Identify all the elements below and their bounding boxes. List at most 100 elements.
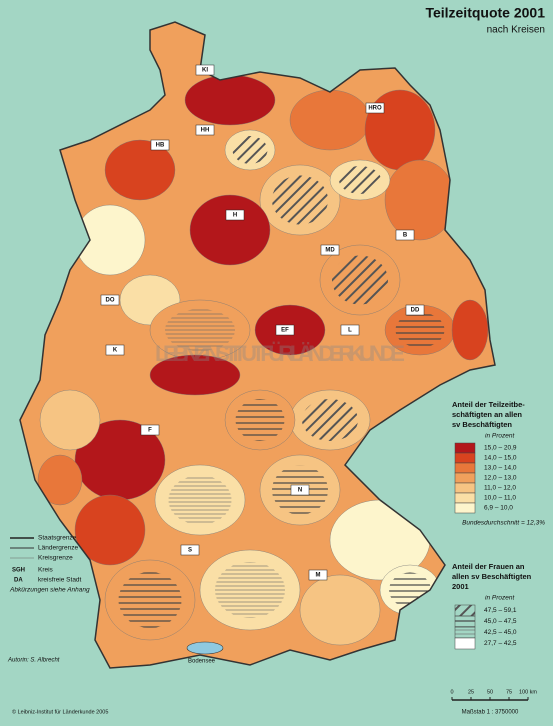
district-box: [140, 424, 160, 436]
district-box: [308, 569, 328, 581]
legend-label: 11,0 – 12,0: [484, 485, 516, 492]
district-box: [365, 102, 385, 114]
author: Autorin: S. Albrecht: [7, 658, 60, 664]
legend-title: allen sv Beschäftigten: [452, 572, 532, 581]
scale-label: Maßstab 1 : 3750000: [462, 710, 519, 716]
district-box: [405, 304, 425, 316]
district-box: [395, 229, 415, 241]
region-hatch: [235, 399, 285, 441]
scale-tick-label: 75: [506, 689, 512, 695]
state-border: [19, 21, 496, 669]
district-label: HB: [156, 143, 165, 149]
district-label: L: [348, 328, 352, 334]
district-box: [180, 544, 200, 556]
legend-label: 14,0 – 15,0: [484, 455, 517, 462]
region: [289, 89, 371, 151]
district-label: F: [148, 428, 152, 434]
legend-unit: in Prozent: [485, 595, 515, 602]
legend-swatch: [454, 502, 476, 514]
legend-label: 15,0 – 20,9: [484, 445, 517, 452]
district-label: HRO: [368, 106, 382, 112]
legend-label: 6,9 – 10,0: [484, 505, 513, 512]
district-label: HH: [201, 128, 210, 134]
legend-swatch: [454, 472, 476, 484]
district-label: MD: [325, 248, 335, 254]
district-label: DO: [106, 298, 115, 304]
district-box: [195, 64, 215, 76]
boundary-label: Staatsgrenze: [38, 535, 77, 542]
region: [184, 74, 276, 126]
scale-tick-label: 0: [450, 689, 453, 695]
region-hatch: [332, 255, 388, 305]
district-label: M: [316, 573, 321, 579]
region: [451, 299, 489, 361]
district-box: [275, 324, 295, 336]
region: [37, 454, 83, 506]
legend-label: 27,7 – 42,5: [484, 640, 517, 647]
copyright: © Leibniz-Institut für Länderkunde 2005: [12, 708, 108, 715]
district-label: EF: [281, 328, 289, 334]
legend-swatch: [454, 615, 476, 628]
key-sample: SGH: [12, 568, 25, 574]
region-hatch: [302, 399, 358, 441]
legend-swatch: [454, 637, 476, 650]
region-hatch: [272, 175, 328, 225]
region-hatch: [395, 312, 445, 348]
legend-swatch: [454, 604, 476, 617]
region: [104, 139, 176, 201]
district-label: S: [188, 548, 192, 554]
legend-swatch: [454, 452, 476, 464]
region-hatch: [215, 562, 285, 618]
legend-label: 13,0 – 14,0: [484, 465, 517, 472]
district-label: K: [113, 348, 118, 354]
key-sample: DA: [14, 578, 23, 584]
legend-title: sv Beschäftigten: [452, 420, 512, 429]
scale-tick-label: 100 km: [519, 689, 537, 695]
district-box: [100, 294, 120, 306]
district-box: [290, 484, 310, 496]
legend-title: schäftigten an allen: [452, 410, 522, 419]
legend-label: 45,0 – 47,5: [484, 618, 517, 625]
region: [74, 494, 146, 566]
region: [39, 389, 101, 451]
region-hatch: [168, 475, 232, 525]
key-label: Kreis: [38, 567, 54, 574]
subtitle: nach Kreisen: [487, 25, 545, 36]
key-label: kreisfreie Stadt: [38, 577, 82, 584]
district-box: [105, 344, 125, 356]
scale-tick-label: 50: [487, 689, 493, 695]
region-hatch: [232, 136, 268, 164]
district-label: DD: [411, 308, 420, 314]
boundary-label: Kreisgrenze: [38, 555, 73, 562]
district-label: H: [233, 213, 237, 219]
lake: [186, 641, 224, 655]
region: [189, 194, 271, 266]
legend-label: 12,0 – 13,0: [484, 475, 517, 482]
district-label: N: [298, 488, 302, 494]
lake-label: Bodensee: [188, 659, 216, 665]
title: Teilzeitquote 2001: [425, 5, 545, 21]
key-note: Abkürzungen siehe Anhang: [9, 587, 90, 594]
legend-swatch: [454, 626, 476, 639]
legend-label: 47,5 – 59,1: [484, 607, 517, 614]
legend-title: Anteil der Teilzeitbe-: [452, 400, 525, 409]
district-box: [225, 209, 245, 221]
legend-label: 10,0 – 11,0: [484, 495, 516, 502]
legend-label: 42,5 – 45,0: [484, 629, 517, 636]
boundary-label: Ländergrenze: [38, 545, 78, 552]
legend-title: 2001: [452, 582, 469, 591]
district-box: [150, 139, 170, 151]
region-hatch: [165, 309, 235, 351]
region-hatch: [339, 166, 381, 194]
legend-swatch: [454, 442, 476, 454]
region-hatch: [118, 572, 182, 628]
region: [299, 574, 381, 646]
district-box: [340, 324, 360, 336]
legend-title: Anteil der Frauen an: [452, 562, 525, 571]
region: [149, 354, 241, 396]
district-box: [320, 244, 340, 256]
district-label: KI: [202, 68, 208, 74]
district-box: [195, 124, 215, 136]
legend-swatch: [454, 492, 476, 504]
